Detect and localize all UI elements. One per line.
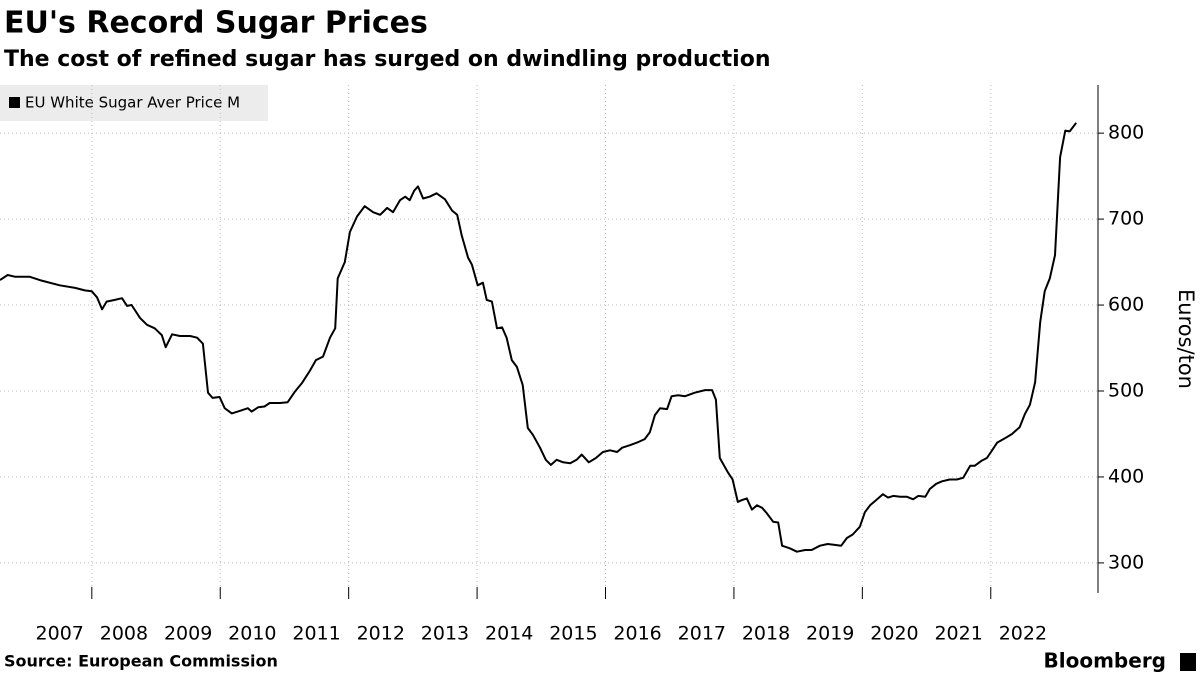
- x-tick-label: 2012: [357, 623, 405, 645]
- chart-title: EU's Record Sugar Prices: [4, 6, 428, 41]
- x-tick-label: 2021: [934, 623, 982, 645]
- y-tick-label: 400: [1108, 465, 1144, 487]
- legend: EU White Sugar Aver Price M: [0, 85, 268, 121]
- x-tick-label: 2007: [36, 623, 84, 645]
- x-tick-label: 2016: [613, 623, 661, 645]
- brand-icon: [1180, 653, 1196, 671]
- x-tick-label: 2010: [228, 623, 276, 645]
- y-tick-label: 700: [1108, 208, 1144, 230]
- value-label: 812.0: [1112, 0, 1166, 11]
- y-tick-label: 300: [1108, 551, 1144, 573]
- y-axis-label: Euros/ton: [1174, 289, 1198, 389]
- x-tick-label: 2015: [549, 623, 597, 645]
- x-tick-label: 2009: [164, 623, 212, 645]
- x-tick-label: 2017: [678, 623, 726, 645]
- x-tick-label: 2013: [421, 623, 469, 645]
- brand: Bloomberg: [1044, 649, 1166, 673]
- legend-swatch: [9, 97, 20, 108]
- x-tick-label: 2022: [999, 623, 1047, 645]
- legend-label: EU White Sugar Aver Price M: [25, 94, 240, 112]
- y-tick-label: 600: [1108, 294, 1144, 316]
- y-tick-label: 800: [1108, 122, 1144, 144]
- x-tick-label: 2019: [806, 623, 854, 645]
- source: Source: European Commission: [4, 652, 278, 671]
- x-tick-label: 2018: [742, 623, 790, 645]
- x-tick-label: 2014: [485, 623, 533, 645]
- x-tick-label: 2011: [292, 623, 340, 645]
- chart-subtitle: The cost of refined sugar has surged on …: [4, 47, 771, 72]
- x-tick-label: 2020: [870, 623, 918, 645]
- y-tick-label: 500: [1108, 380, 1144, 402]
- x-tick-label: 2008: [100, 623, 148, 645]
- legend-background: [0, 85, 268, 121]
- line: [0, 122, 1077, 553]
